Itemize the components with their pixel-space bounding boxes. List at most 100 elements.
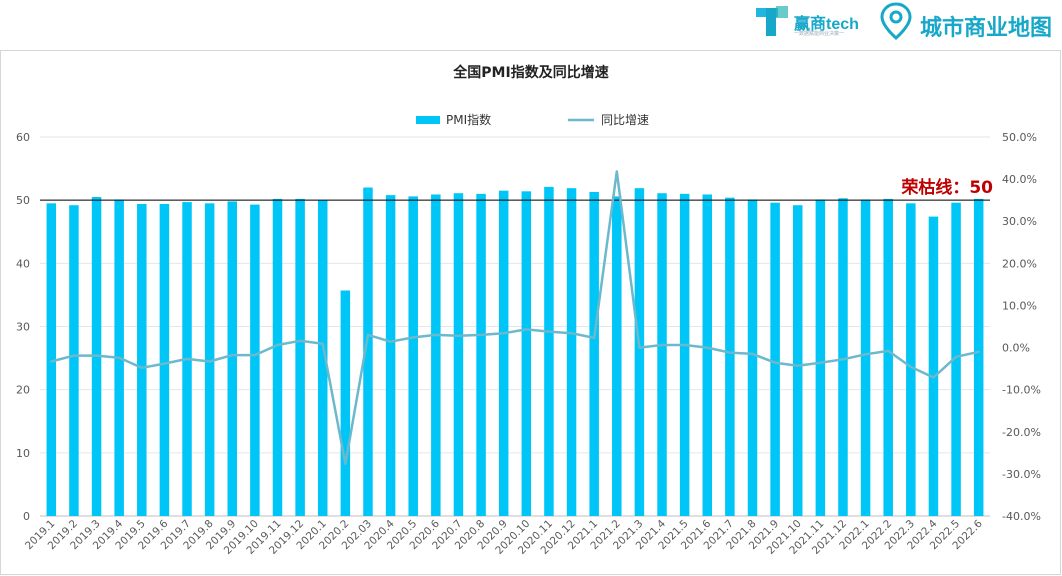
bar: [46, 203, 57, 516]
yoy-point: [570, 332, 573, 335]
legend-label-yoy: 同比增速: [601, 113, 649, 127]
brand1-icon: [756, 6, 788, 36]
yoy-point: [117, 356, 121, 359]
yoy-point: [479, 333, 483, 337]
bar: [657, 193, 667, 517]
bar: [815, 199, 826, 516]
yoy-point: [887, 349, 890, 353]
yoy-point: [163, 362, 166, 365]
legend-label-pmi: PMI指数: [446, 112, 491, 127]
yoy-point: [638, 346, 641, 349]
y-left-tick-label: 40: [16, 257, 30, 270]
yoy-point: [954, 355, 958, 359]
bar: [204, 203, 215, 516]
yoy-point: [547, 330, 551, 333]
y-right-tick-label: 30.0%: [1002, 215, 1037, 228]
bar: [838, 198, 848, 516]
bar: [295, 198, 305, 517]
line-series-yoy: [50, 170, 980, 466]
yoy-point: [412, 336, 415, 339]
yoy-point: [72, 354, 76, 357]
yoy-point: [457, 334, 460, 337]
bar: [521, 191, 532, 516]
yoy-point: [389, 340, 392, 343]
map-pin-icon: [880, 2, 912, 40]
yoy-point: [50, 360, 53, 363]
yoy-point: [95, 354, 98, 357]
bar: [227, 201, 238, 516]
y-right-tick-label: 10.0%: [1002, 299, 1037, 312]
bar: [928, 216, 939, 516]
bar: [612, 196, 622, 517]
yoy-point: [932, 376, 935, 379]
bar: [453, 193, 464, 517]
y-right-tick-label: 50.0%: [1002, 131, 1037, 144]
yoy-point: [208, 360, 211, 363]
bar-series-pmi: [46, 186, 984, 517]
bar: [679, 193, 690, 516]
yoy-point: [819, 361, 822, 364]
yoy-point: [185, 357, 189, 361]
yoy-point: [751, 352, 754, 356]
bar: [408, 196, 418, 517]
y-left-tick-label: 60: [16, 131, 30, 144]
yoy-point: [231, 353, 234, 357]
reference-line-label: 荣枯线：50: [900, 177, 993, 198]
yoy-point: [366, 333, 370, 337]
bar: [747, 199, 758, 516]
bar: [476, 193, 486, 516]
chart-frame: [0, 50, 1061, 575]
bar: [860, 199, 871, 516]
y-axis-left: 0 10 20 30 40 50 60: [16, 131, 30, 523]
bar: [159, 203, 170, 516]
yoy-point: [434, 333, 438, 337]
y-right-tick-label: 0.0%: [1002, 342, 1030, 355]
bar: [883, 198, 893, 517]
yoy-point: [253, 353, 257, 357]
yoy-point: [728, 351, 732, 354]
yoy-point: [592, 336, 596, 340]
bar: [725, 197, 735, 516]
yoy-point: [502, 332, 505, 335]
y-right-tick-label: 20.0%: [1002, 257, 1037, 270]
y-left-tick-label: 30: [16, 321, 30, 334]
bar: [702, 194, 713, 516]
y-left-tick-label: 20: [16, 384, 30, 397]
y-right-tick-label: 40.0%: [1002, 173, 1037, 186]
yoy-point: [841, 358, 845, 361]
yoy-point: [909, 365, 913, 369]
bar: [792, 205, 803, 516]
bar: [137, 203, 147, 516]
brand1-tagline: 一数据赋能商业决策一: [794, 31, 845, 37]
yoy-line: [50, 170, 979, 466]
brand1-logo: 赢商tech 一数据赋能商业决策一: [754, 2, 864, 42]
y-left-tick-label: 50: [16, 194, 30, 207]
yoy-point: [796, 364, 799, 367]
bar: [951, 202, 961, 516]
yoy-point: [298, 339, 302, 343]
yoy-point: [683, 343, 686, 347]
yoy-point: [773, 361, 777, 364]
yoy-point: [706, 346, 709, 349]
brand2-name: 城市商业地图: [920, 16, 1053, 41]
yoy-point: [660, 343, 664, 347]
bar: [431, 194, 441, 516]
yoy-point: [864, 353, 867, 356]
y-axis-right: -40.0% -30.0% -20.0% -10.0% 0.0% 10.0% 20.0% 30…: [1002, 131, 1041, 523]
x-axis: 2019.12019.22019.32019.42019.52019.62019…: [23, 517, 985, 556]
legend-swatch-pmi: [416, 116, 440, 124]
y-left-tick-label: 0: [23, 510, 30, 523]
bar: [340, 290, 351, 516]
y-right-tick-label: -20.0%: [1002, 426, 1041, 439]
header-logos: 赢商tech 一数据赋能商业决策一 城市商业地图: [0, 0, 1062, 48]
bar: [566, 188, 577, 517]
brand2-logo: 城市商业地图: [878, 2, 1062, 42]
yoy-point: [977, 350, 980, 353]
bar: [634, 188, 645, 517]
yoy-point: [321, 342, 324, 345]
chart-legend: PMI指数 同比增速: [416, 112, 649, 127]
bar: [770, 202, 780, 516]
y-right-tick-label: -10.0%: [1002, 384, 1041, 397]
y-left-tick-label: 10: [16, 447, 30, 460]
